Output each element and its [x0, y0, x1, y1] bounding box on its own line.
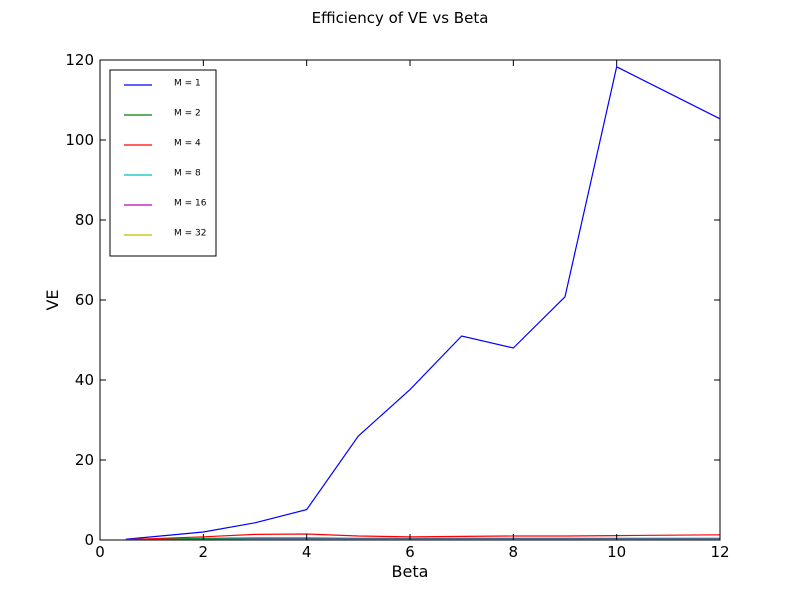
chart-title: Efficiency of VE vs Beta	[312, 9, 489, 27]
y-tick-label: 20	[75, 451, 94, 469]
y-tick-label: 100	[65, 131, 94, 149]
legend-label: M = 4	[174, 139, 201, 149]
x-tick-label: 12	[710, 543, 729, 561]
legend-label: M = 2	[174, 109, 201, 119]
y-tick-label: 40	[75, 371, 94, 389]
y-tick-label: 80	[75, 211, 94, 229]
legend-label: M = 32	[174, 229, 206, 239]
y-tick-label: 60	[75, 291, 94, 309]
y-tick-label: 120	[65, 51, 94, 69]
series-line-1	[125, 65, 721, 540]
x-tick-label: 2	[199, 543, 209, 561]
y-axis: 0 20 40 60 80 100 120	[65, 51, 720, 549]
legend-label: M = 16	[174, 199, 207, 209]
x-axis-label: Beta	[392, 562, 429, 581]
x-tick-label: 0	[95, 543, 105, 561]
x-tick-label: 6	[405, 543, 415, 561]
x-tick-label: 8	[509, 543, 519, 561]
legend-box	[109, 69, 217, 257]
y-axis-label: VE	[43, 289, 62, 310]
legend-label: M = 8	[174, 169, 201, 179]
legend-label: M = 1	[174, 79, 201, 89]
y-tick-label: 0	[84, 531, 94, 549]
legend: M = 1 M = 2 M = 4 M = 8 M = 16 M = 32	[109, 69, 217, 257]
x-axis: 0 2 4 6 8 10 12	[95, 60, 730, 561]
x-tick-label: 10	[607, 543, 626, 561]
x-tick-label: 4	[302, 543, 312, 561]
